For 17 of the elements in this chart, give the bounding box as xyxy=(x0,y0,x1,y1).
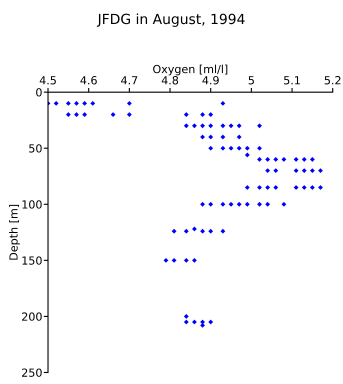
x-tick-label: 5.2 xyxy=(324,76,340,84)
y-tick-label: 200 xyxy=(22,312,42,321)
y-tick-label: 0 xyxy=(36,88,42,97)
y-axis-title: Depth [m] xyxy=(9,204,20,260)
x-tick-label: 4.5 xyxy=(40,76,56,84)
x-tick-label: 4.8 xyxy=(162,76,178,84)
x-axis-title: Oxygen [ml/l] xyxy=(153,64,228,76)
x-tick-label: 5.1 xyxy=(284,76,300,84)
y-tick-label: 250 xyxy=(22,368,42,377)
y-tick-label: 150 xyxy=(22,256,42,265)
x-tick-label: 4.9 xyxy=(202,76,219,84)
x-tick-label: 4.6 xyxy=(80,76,97,84)
x-tick-label: 4.7 xyxy=(121,76,138,84)
y-tick-label: 100 xyxy=(22,200,42,209)
x-tick-label: 5 xyxy=(248,76,254,84)
chart-title: JFDG in August, 1994 xyxy=(96,13,245,27)
y-tick-label: 50 xyxy=(29,144,42,153)
